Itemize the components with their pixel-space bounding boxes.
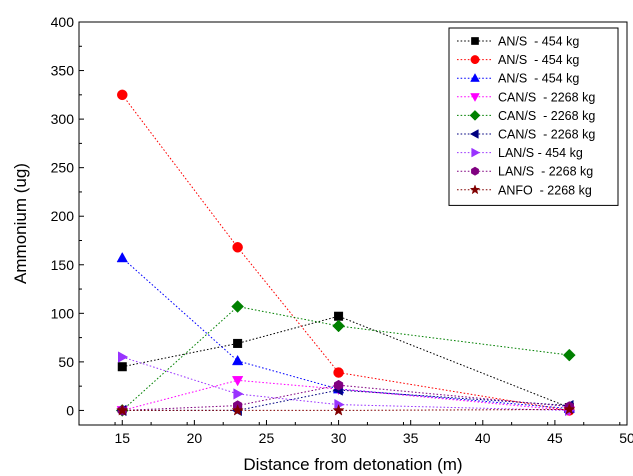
data-point xyxy=(233,388,244,400)
legend: AN/S - 454 kg AN/S - 454 kg AN/S - 454 kg C… xyxy=(448,27,619,206)
legend-item: CAN/S - 2268 kg xyxy=(457,109,595,123)
y-axis-title: Ammonium (ug) xyxy=(11,163,30,284)
data-point xyxy=(232,242,243,253)
data-point xyxy=(233,338,243,348)
series-line xyxy=(122,384,570,411)
data-point xyxy=(231,403,244,416)
series-line xyxy=(122,408,570,411)
x-tick-label: 15 xyxy=(114,430,130,446)
data-point xyxy=(332,319,345,333)
legend-label: AN/S - 454 kg xyxy=(498,35,579,49)
data-point xyxy=(333,367,344,378)
x-tick-label: 50 xyxy=(619,430,633,446)
series-line xyxy=(122,315,570,408)
legend-item: AN/S - 454 kg xyxy=(457,35,579,49)
data-point xyxy=(116,251,128,263)
x-axis: 15 20 25 30 35 40 45 50 xyxy=(78,420,633,446)
legend-item: ANFO - 2268 kg xyxy=(457,183,592,197)
plot-frame xyxy=(78,21,628,426)
legend-marker xyxy=(471,166,479,176)
legend-marker xyxy=(469,129,479,139)
series-line xyxy=(122,379,570,411)
legend-marker xyxy=(470,55,480,65)
legend-label: LAN/S - 454 kg xyxy=(498,146,583,160)
data-point xyxy=(117,362,127,372)
data-point xyxy=(334,311,344,321)
data-point xyxy=(116,403,129,416)
x-tick-label: 20 xyxy=(187,430,203,446)
series-line xyxy=(121,94,570,411)
legend-item: AN/S - 454 kg xyxy=(457,53,579,67)
legend-label: LAN/S - 2268 kg xyxy=(498,165,593,179)
y-tick-label: 200 xyxy=(51,208,75,224)
legend-label: CAN/S - 2268 kg xyxy=(498,128,595,142)
legend-label: CAN/S - 2268 kg xyxy=(498,90,595,104)
legend-item: CAN/S - 2268 kg xyxy=(457,90,595,104)
y-tick-label: 100 xyxy=(51,305,75,321)
y-tick-label: 300 xyxy=(51,111,75,127)
data-point xyxy=(562,348,576,362)
data-point xyxy=(231,354,244,366)
legend-label: ANFO - 2268 kg xyxy=(498,183,592,197)
legend-marker xyxy=(471,147,481,158)
legend-item: CAN/S - 2268 kg xyxy=(457,128,595,142)
legend-item: LAN/S - 2268 kg xyxy=(457,165,593,179)
legend-label: CAN/S - 2268 kg xyxy=(498,109,595,123)
legend-marker xyxy=(469,184,481,195)
series-0 xyxy=(117,311,574,413)
legend-marker xyxy=(471,37,479,45)
x-tick-label: 35 xyxy=(403,430,419,446)
y-tick-label: 350 xyxy=(51,63,75,79)
x-axis-title: Distance from detonation (m) xyxy=(243,455,462,474)
series-line xyxy=(122,356,570,411)
y-tick-label: 0 xyxy=(66,402,74,418)
y-tick-label: 250 xyxy=(51,160,75,176)
data-point xyxy=(231,300,244,313)
legend-item: AN/S - 454 kg xyxy=(457,72,579,86)
data-point xyxy=(563,402,576,415)
legend-label: AN/S - 454 kg xyxy=(498,53,579,67)
series-layer xyxy=(115,89,576,417)
series-6 xyxy=(118,351,576,417)
data-point xyxy=(332,403,345,416)
x-tick-label: 30 xyxy=(331,430,347,446)
y-axis: 0 50 100 150 200 250 300 350 400 xyxy=(51,14,84,418)
legend-marker xyxy=(470,93,480,102)
legend-marker xyxy=(469,110,481,121)
series-line xyxy=(121,257,570,409)
series-4 xyxy=(115,300,576,417)
x-tick-label: 25 xyxy=(259,430,275,446)
series-2 xyxy=(116,251,575,413)
y-tick-label: 50 xyxy=(58,354,74,370)
series-line xyxy=(121,305,570,411)
legend-item: LAN/S - 454 kg xyxy=(457,146,583,160)
data-point xyxy=(231,376,244,387)
y-tick-label: 150 xyxy=(51,257,75,273)
x-tick-label: 40 xyxy=(475,430,491,446)
legend-marker xyxy=(470,73,480,82)
x-tick-label: 45 xyxy=(547,430,563,446)
series-8 xyxy=(116,402,576,416)
data-point xyxy=(118,351,129,363)
legend-label: AN/S - 454 kg xyxy=(498,72,579,86)
data-point xyxy=(117,89,128,101)
y-tick-label: 400 xyxy=(51,14,75,30)
data-point xyxy=(333,379,344,391)
